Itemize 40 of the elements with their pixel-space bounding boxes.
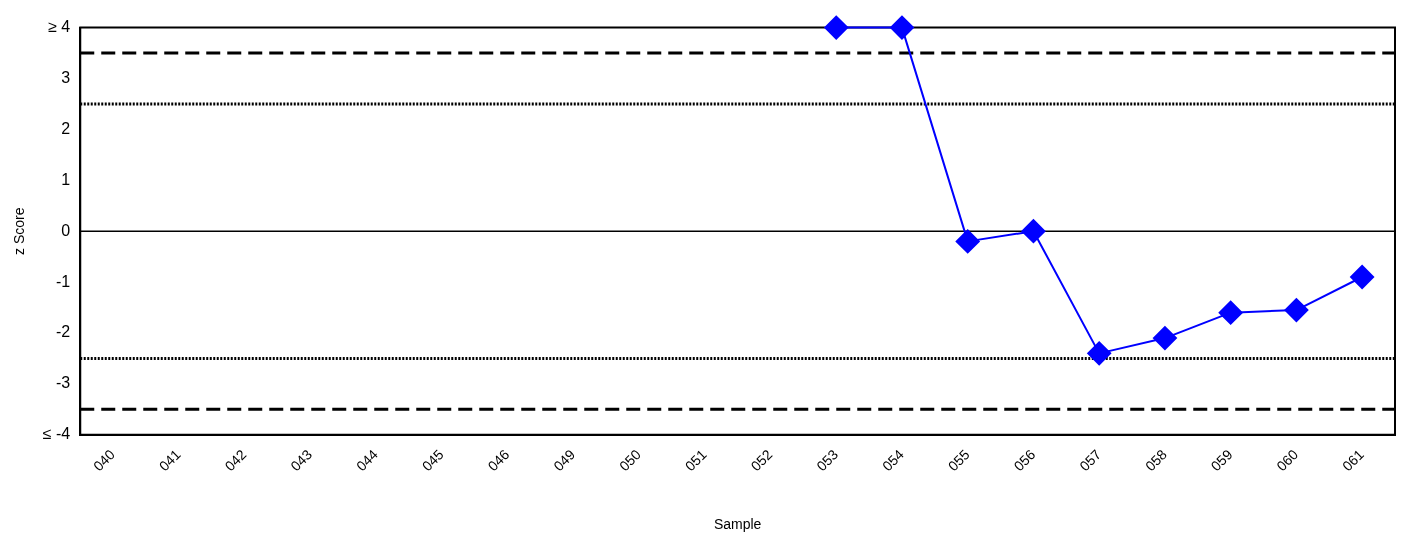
point xyxy=(824,15,849,40)
point xyxy=(1284,298,1309,323)
x-tick-label: 046 xyxy=(484,446,513,475)
x-tick-label: 061 xyxy=(1339,446,1368,475)
x-tick-label: 050 xyxy=(616,446,645,475)
x-axis-title: Sample xyxy=(713,516,762,533)
x-tick-label: 045 xyxy=(418,446,447,475)
y-tick-label: 3 xyxy=(61,68,71,86)
y-tick-label: -3 xyxy=(56,374,71,392)
y-tick-label: 1 xyxy=(61,170,71,188)
x-tick-label: 041 xyxy=(155,446,184,475)
x-tick-label: 059 xyxy=(1207,446,1236,475)
x-tick-label: 056 xyxy=(1010,446,1039,475)
point xyxy=(1350,265,1375,290)
x-tick-label: 052 xyxy=(747,446,776,475)
x-tick-label: 057 xyxy=(1076,446,1105,475)
x-tick-label: 054 xyxy=(878,446,907,475)
x-tick-label: 051 xyxy=(681,446,710,475)
point xyxy=(889,15,914,40)
point xyxy=(955,229,980,254)
x-tick-label: 040 xyxy=(90,446,119,475)
x-tick-label: 042 xyxy=(221,446,250,475)
point xyxy=(1152,326,1177,351)
x-tick-label: 053 xyxy=(813,446,842,475)
y-tick-label: ≥ 4 xyxy=(48,18,71,36)
point xyxy=(1218,300,1243,325)
x-tick-label: 049 xyxy=(550,446,579,475)
y-tick-label: ≤ -4 xyxy=(42,425,71,443)
y-tick-label: 0 xyxy=(61,221,71,239)
x-tick-label: 043 xyxy=(287,446,316,475)
x-tick-label: 058 xyxy=(1141,446,1170,475)
y-tick-label: -1 xyxy=(56,272,71,290)
y-tick-label: -2 xyxy=(56,323,71,341)
y-axis-title: z Score xyxy=(11,207,28,255)
x-tick-label: 060 xyxy=(1273,446,1302,475)
y-tick-label: 2 xyxy=(61,119,71,137)
x-tick-label: 055 xyxy=(944,446,973,475)
point xyxy=(1087,341,1112,366)
x-tick-label: 044 xyxy=(353,446,382,475)
point xyxy=(1021,219,1046,244)
